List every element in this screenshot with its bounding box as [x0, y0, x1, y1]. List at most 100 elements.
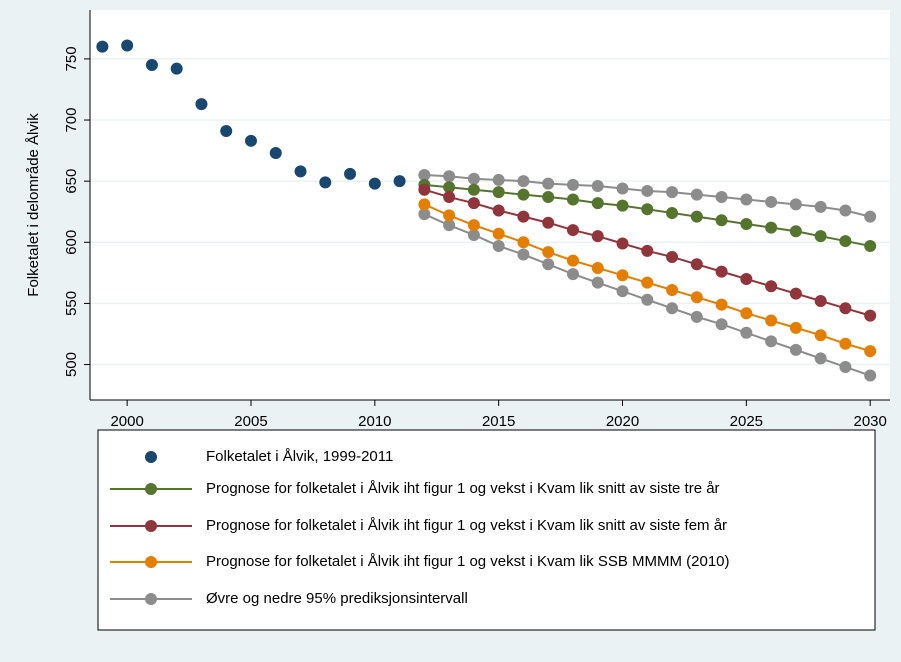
data-point: [542, 191, 555, 204]
legend-label: Prognose for folketalet i Ålvik iht figu…: [206, 553, 730, 570]
x-tick-label: 2025: [730, 413, 763, 430]
data-point: [839, 360, 852, 373]
data-point: [467, 228, 480, 241]
data-point: [740, 193, 753, 206]
data-point: [566, 178, 579, 191]
data-point: [294, 165, 307, 178]
data-point: [319, 176, 332, 189]
data-point: [666, 206, 679, 219]
data-point: [690, 310, 703, 323]
data-point: [765, 314, 778, 327]
data-point: [418, 183, 431, 196]
data-point: [814, 230, 827, 243]
data-point: [591, 230, 604, 243]
data-point: [393, 175, 406, 188]
data-point: [492, 173, 505, 186]
data-point: [814, 352, 827, 365]
data-point: [641, 203, 654, 216]
data-point: [517, 236, 530, 249]
data-point: [368, 177, 381, 190]
legend-label: Prognose for folketalet i Ålvik iht figu…: [206, 480, 720, 497]
data-point: [839, 337, 852, 350]
data-point: [715, 265, 728, 278]
y-tick-label: 650: [63, 169, 80, 194]
data-point: [641, 244, 654, 257]
data-point: [418, 169, 431, 182]
data-point: [616, 199, 629, 212]
data-point: [839, 204, 852, 217]
legend-label: Prognose for folketalet i Ålvik iht figu…: [206, 517, 727, 534]
data-point: [121, 39, 134, 52]
data-point: [96, 40, 109, 53]
data-point: [715, 191, 728, 204]
y-tick-label: 500: [63, 352, 80, 377]
data-point: [517, 248, 530, 261]
x-tick-label: 2020: [606, 413, 639, 430]
data-point: [492, 239, 505, 252]
data-point: [591, 180, 604, 193]
data-point: [145, 59, 158, 72]
data-point: [641, 184, 654, 197]
data-point: [715, 214, 728, 227]
legend-label: Øvre og nedre 95% prediksjonsintervall: [206, 590, 468, 607]
data-point: [517, 188, 530, 201]
data-point: [566, 254, 579, 267]
data-point: [542, 177, 555, 190]
data-point: [839, 235, 852, 248]
data-point: [765, 195, 778, 208]
legend-label: Folketalet i Ålvik, 1999-2011: [206, 448, 393, 465]
data-point: [467, 172, 480, 185]
x-tick-label: 2005: [234, 413, 267, 430]
data-point: [864, 210, 877, 223]
data-point: [864, 309, 877, 322]
y-tick-label: 750: [63, 46, 80, 71]
data-point: [789, 225, 802, 238]
y-tick-label: 600: [63, 230, 80, 255]
data-point: [740, 217, 753, 230]
legend-marker: [145, 451, 157, 463]
data-point: [666, 186, 679, 199]
data-point: [443, 170, 456, 183]
data-point: [641, 276, 654, 289]
legend-marker: [145, 556, 157, 568]
data-point: [443, 181, 456, 194]
data-point: [566, 268, 579, 281]
data-point: [244, 134, 257, 147]
y-tick-label: 700: [63, 108, 80, 133]
data-point: [616, 285, 629, 298]
data-point: [666, 302, 679, 315]
data-point: [690, 188, 703, 201]
data-point: [443, 209, 456, 222]
data-point: [616, 182, 629, 195]
data-point: [814, 294, 827, 307]
data-point: [666, 250, 679, 263]
data-point: [418, 208, 431, 221]
data-point: [839, 302, 852, 315]
data-point: [690, 291, 703, 304]
data-point: [344, 167, 357, 180]
data-point: [715, 298, 728, 311]
data-point: [542, 246, 555, 259]
legend-marker: [145, 593, 157, 605]
y-tick-label: 550: [63, 291, 80, 316]
data-point: [566, 193, 579, 206]
data-point: [814, 329, 827, 342]
data-point: [542, 258, 555, 271]
data-point: [517, 175, 530, 188]
data-point: [591, 261, 604, 274]
y-axis-label: Folketalet i delområde Ålvik: [25, 113, 42, 297]
data-point: [220, 125, 233, 138]
legend-box: [97, 429, 876, 631]
data-point: [641, 293, 654, 306]
data-point: [616, 269, 629, 282]
data-point: [814, 200, 827, 213]
data-point: [443, 191, 456, 204]
data-point: [467, 197, 480, 210]
data-point: [666, 283, 679, 296]
data-point: [591, 197, 604, 210]
data-point: [418, 198, 431, 211]
data-point: [740, 326, 753, 339]
data-point: [269, 147, 282, 160]
